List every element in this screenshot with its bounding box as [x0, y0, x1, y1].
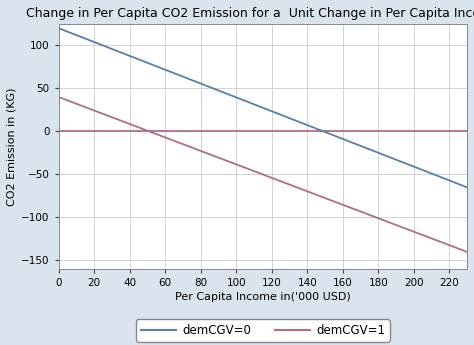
Title: Change in Per Capita CO2 Emission for a  Unit Change in Per Capita Income: Change in Per Capita CO2 Emission for a … — [26, 7, 474, 20]
Y-axis label: CO2 Emission in (KG): CO2 Emission in (KG) — [7, 87, 17, 206]
X-axis label: Per Capita Income in('000 USD): Per Capita Income in('000 USD) — [175, 292, 351, 302]
Legend: demCGV=0, demCGV=1: demCGV=0, demCGV=1 — [136, 319, 390, 342]
